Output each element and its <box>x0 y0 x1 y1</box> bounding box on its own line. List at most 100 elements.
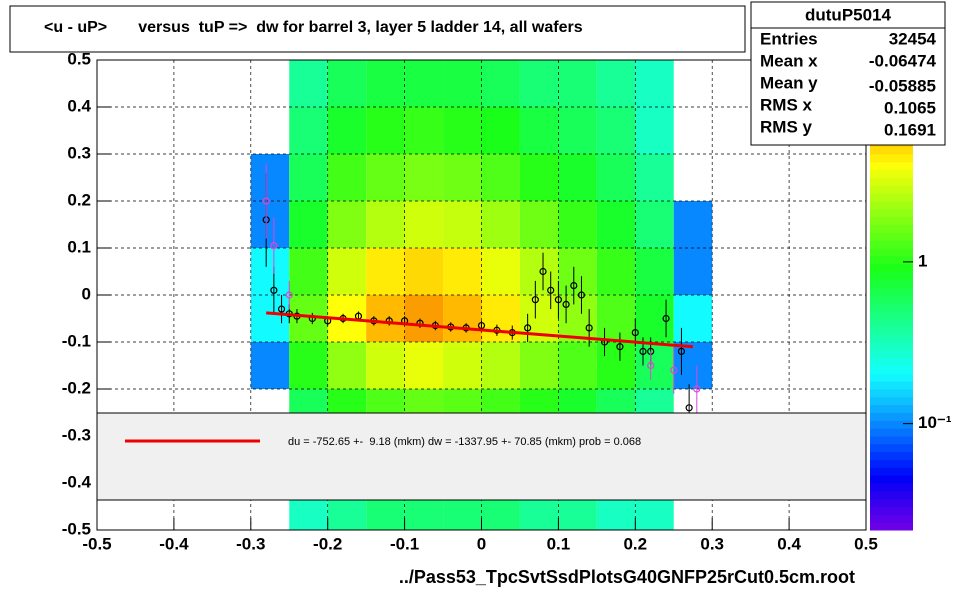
palette-step <box>870 201 913 210</box>
heatmap-cell <box>443 248 482 295</box>
palette-step <box>870 208 913 218</box>
palette-step <box>870 161 913 171</box>
palette-step <box>870 248 913 257</box>
profile-point <box>631 329 639 337</box>
profile-point <box>554 296 563 304</box>
heatmap-cell <box>327 154 367 201</box>
heatmap-cell <box>558 154 597 201</box>
profile-point <box>677 347 686 355</box>
heatmap-cell <box>596 154 636 201</box>
palette-step <box>870 404 913 413</box>
heatmap-cell <box>366 201 405 248</box>
stats-frame <box>750 1 946 146</box>
palette-step <box>870 420 913 429</box>
heatmap-cell <box>635 342 674 389</box>
stats-box: dutuP5014 Entries 32454 Mean x -0.06474 Mean… <box>750 1 946 146</box>
heatmap-cell <box>519 60 559 107</box>
heatmap-cell <box>673 342 713 389</box>
heatmap-cell <box>519 107 559 154</box>
profile-point <box>531 296 539 304</box>
heatmap-cell <box>481 248 520 295</box>
heatmap-cell <box>404 107 444 154</box>
y-tick-label: -0.1 <box>62 331 91 350</box>
palette-step <box>870 483 913 492</box>
stats-label: RMS y <box>760 117 813 136</box>
y-tick-label: -0.2 <box>62 378 91 397</box>
palette-step <box>870 498 913 507</box>
profile-point <box>547 286 555 294</box>
palette-step <box>870 475 913 484</box>
profile-point <box>670 366 678 374</box>
y-tick-label: 0 <box>82 284 91 303</box>
heatmap-cell <box>443 342 482 389</box>
fit-line <box>266 311 694 349</box>
profile-point <box>270 242 278 250</box>
palette-step <box>870 342 913 351</box>
palette-step <box>870 396 913 406</box>
heatmap-cell <box>404 60 444 107</box>
heatmap-cell <box>558 201 597 248</box>
heatmap-cell <box>443 60 482 107</box>
profile-point <box>262 197 270 205</box>
heatmap-cell <box>558 342 597 389</box>
profile-point <box>539 267 547 276</box>
x-tick-label: 0.4 <box>777 534 801 553</box>
palette-step <box>870 154 913 163</box>
heatmap-cell <box>443 201 482 248</box>
heatmap-cell <box>250 154 290 201</box>
heatmap-cell <box>289 201 328 248</box>
x-tick-label: 0 <box>477 534 486 553</box>
heatmap-cell <box>327 248 367 295</box>
heatmap-cell <box>481 201 520 248</box>
palette-step <box>870 216 913 225</box>
heatmap-cell <box>289 107 328 154</box>
heatmap-cell <box>250 295 290 342</box>
heatmap-cell <box>596 201 636 248</box>
z-tick-label: 10⁻¹ <box>918 413 952 432</box>
palette-step <box>870 271 913 280</box>
heatmap-cell <box>327 107 367 154</box>
palette-step <box>870 490 913 500</box>
x-tick-label: -0.1 <box>390 534 419 553</box>
heatmap-cell <box>327 342 367 389</box>
heatmap-cell <box>596 248 636 295</box>
heatmap-cell <box>404 342 444 389</box>
x-tick-label: -0.2 <box>313 534 342 553</box>
heatmap-cell <box>519 342 559 389</box>
heatmap-cell <box>404 248 444 295</box>
heatmap-cell <box>596 60 636 107</box>
heatmap-cell <box>635 107 674 154</box>
profile-point <box>662 314 670 323</box>
z-tick-label: 1 <box>918 251 927 270</box>
heatmap-cell <box>289 154 328 201</box>
palette-step <box>870 279 913 288</box>
heatmap-cell <box>635 295 674 342</box>
heatmap-cell <box>481 60 520 107</box>
palette-step <box>870 428 913 437</box>
heatmap-cell <box>366 60 405 107</box>
heatmap-cell <box>558 248 597 295</box>
stats-value: -0.06474 <box>869 51 937 70</box>
x-axis-label: ../Pass53_TpcSvtSsdPlotsG40GNFP25rCut0.5… <box>399 567 855 587</box>
heatmap-cell <box>519 154 559 201</box>
stats-label: Mean x <box>760 51 818 70</box>
x-tick-label: 0.1 <box>547 534 571 553</box>
x-tick-label: -0.3 <box>236 534 265 553</box>
heatmap-cell <box>327 201 367 248</box>
heatmap-cell <box>519 201 559 248</box>
palette-step <box>870 443 913 453</box>
profile-point <box>577 291 586 299</box>
title-box <box>9 5 746 53</box>
x-tick-label: -0.4 <box>159 534 189 553</box>
palette-step <box>870 506 913 515</box>
heatmap-cell <box>366 342 405 389</box>
profile-point <box>693 385 701 393</box>
x-tick-label: 0.5 <box>854 534 878 553</box>
palette-step <box>870 169 913 178</box>
stats-label: Entries <box>760 29 818 48</box>
heatmap-cell <box>635 248 674 295</box>
palette-step <box>870 146 913 155</box>
y-tick-label: -0.4 <box>62 472 92 491</box>
stats-value: 0.1065 <box>884 98 936 117</box>
heatmap-cell <box>596 107 636 154</box>
